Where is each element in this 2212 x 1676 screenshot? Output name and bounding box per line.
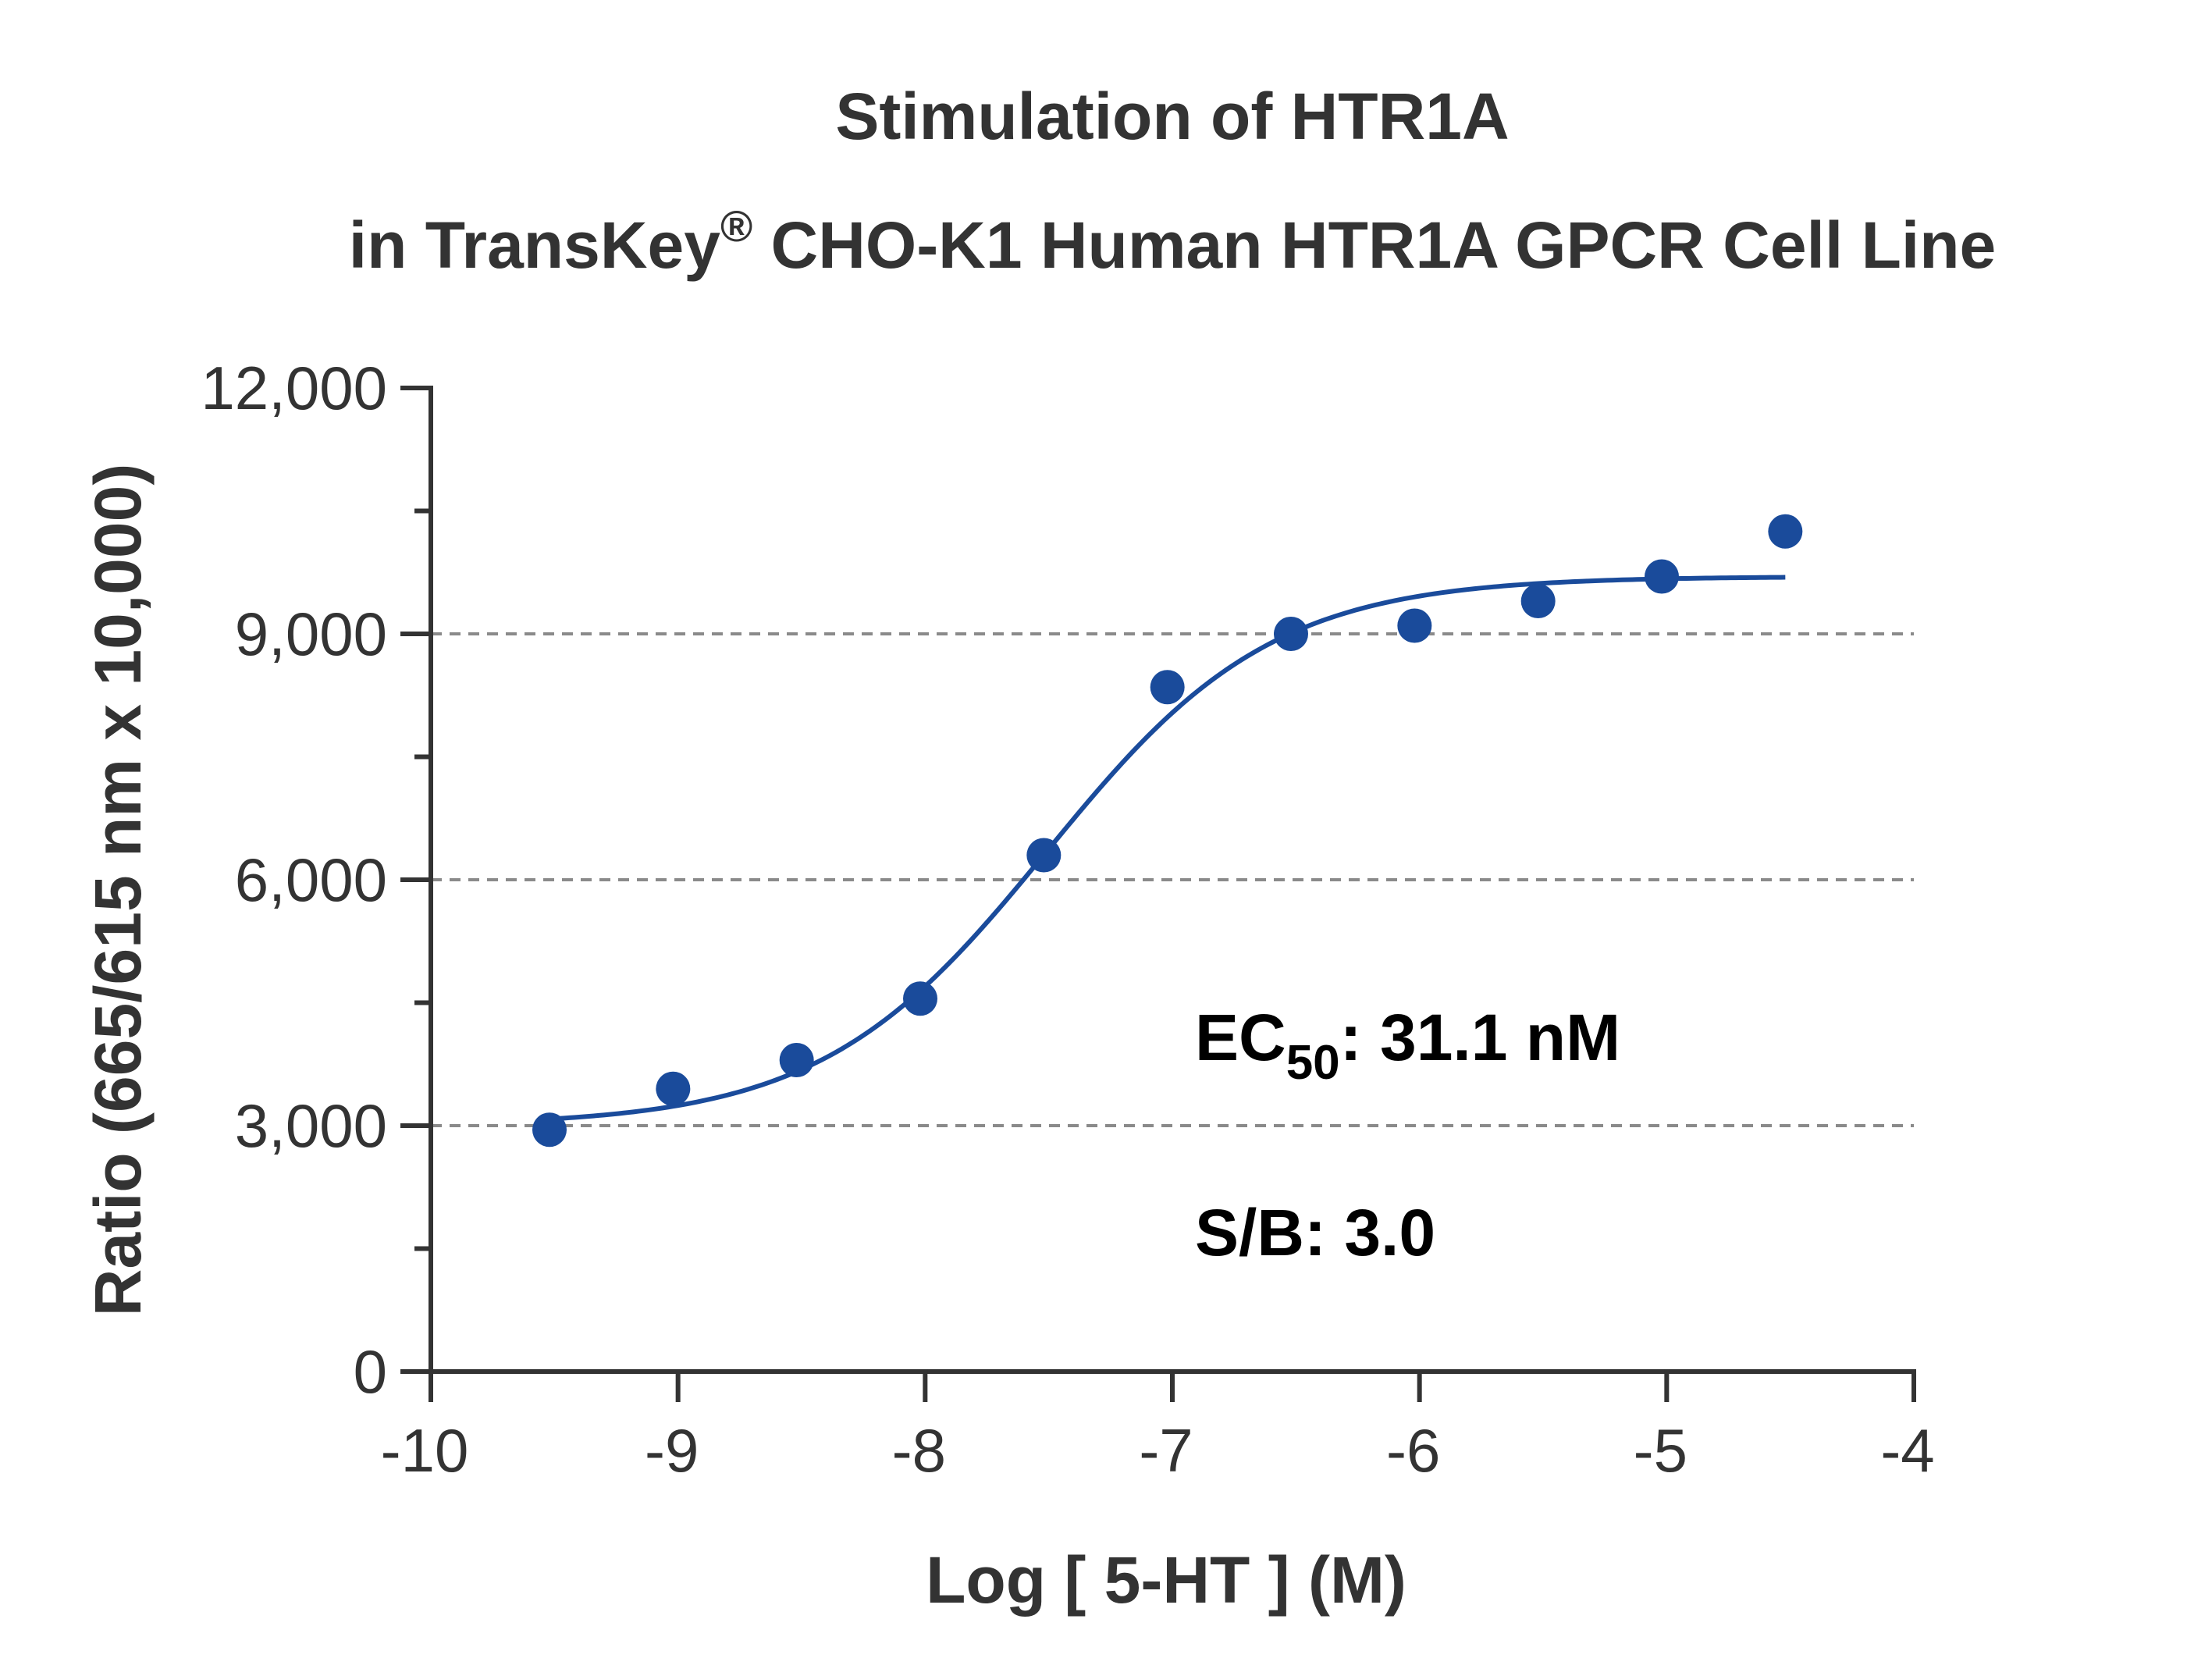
chart-title-line-1: Stimulation of HTR1A [835,80,1509,153]
x-tick-label: -10 [381,1416,469,1485]
x-tick-label: -7 [1139,1416,1193,1485]
x-tick-label: -9 [645,1416,699,1485]
data-point [903,981,937,1016]
ec50-annotation: EC50: 31.1 nM [1195,1001,1620,1090]
data-point [1150,670,1185,705]
axes [400,386,1916,1402]
x-tick-label: -5 [1634,1416,1687,1485]
ec50-value: : 31.1 nM [1340,1001,1620,1074]
ec50-subscript: 50 [1286,1036,1340,1090]
data-point [1397,608,1432,643]
x-tick-labels: -10 -9 -8 -7 -6 -5 -4 [381,1416,1935,1485]
title-line-2-suffix: CHO-K1 Human HTR1A GPCR Cell Line [752,208,1996,282]
title-line-2-prefix: in TransKey [349,208,720,282]
data-point [1274,617,1308,651]
data-point [656,1071,691,1106]
fit-curve-group [549,575,1786,1122]
data-point [1520,584,1556,618]
ec50-prefix: EC [1195,1001,1286,1074]
y-tick-label: 0 [354,1337,387,1406]
chart-title-line-2: in TransKey® CHO-K1 Human HTR1A GPCR Cel… [349,201,1997,282]
data-point [532,1112,567,1148]
gridlines [431,632,1914,1127]
data-point [1645,559,1679,594]
fit-curve [549,575,1786,1122]
y-tick-label: 6,000 [235,845,387,914]
y-tick-label: 3,000 [235,1091,387,1160]
data-point [1768,514,1803,549]
y-tick-labels: 0 3,000 6,000 9,000 12,000 [201,354,387,1406]
x-axis-title: Log [ 5-HT ] (M) [926,1543,1407,1617]
y-tick-label: 9,000 [235,600,387,668]
y-tick-label: 12,000 [201,354,387,422]
x-tick-label: -6 [1386,1416,1440,1485]
x-tick-label: -4 [1880,1416,1934,1485]
y-axis-title: Ratio (665/615 nm x 10,000) [81,464,155,1317]
chart-title: Stimulation of HTR1A in TransKey® CHO-K1… [349,80,1997,282]
data-point [779,1043,814,1077]
registered-mark: ® [720,201,752,251]
x-tick-label: -8 [892,1416,946,1485]
sb-annotation: S/B: 3.0 [1195,1196,1435,1269]
data-point [1026,838,1062,873]
data-points [532,514,1803,1148]
